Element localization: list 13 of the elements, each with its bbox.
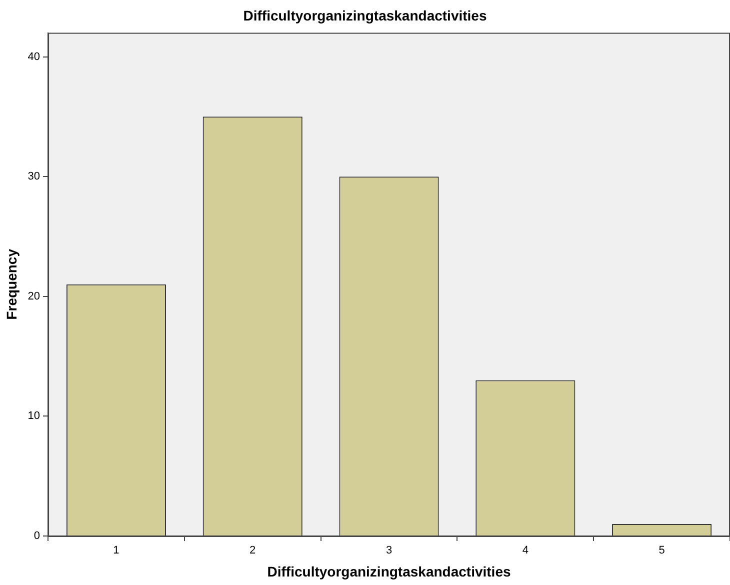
y-tick-label: 20: [28, 290, 40, 302]
chart-title: Difficultyorganizingtaskandactivities: [243, 7, 487, 24]
y-tick-label: 30: [28, 170, 40, 183]
y-tick-label: 0: [34, 530, 40, 542]
x-tick-label: 1: [113, 544, 120, 557]
x-tick-label: 3: [386, 544, 392, 557]
y-axis-title: Frequency: [3, 248, 20, 320]
x-tick-label: 4: [522, 544, 528, 557]
y-tick-label: 10: [28, 410, 40, 422]
x-tick-label: 2: [250, 544, 256, 557]
x-tick-label: 5: [658, 544, 665, 557]
y-tick-label: 40: [28, 50, 40, 63]
x-axis-title: Difficultyorganizingtaskandactivities: [267, 563, 511, 580]
